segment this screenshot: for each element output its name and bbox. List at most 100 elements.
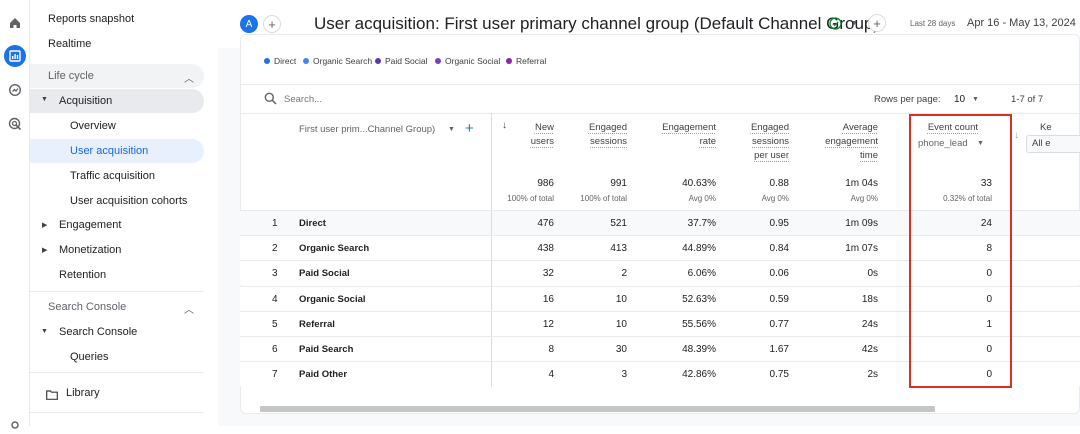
sidebar-item-realtime[interactable]: Realtime [48,38,92,50]
explore-icon[interactable] [4,79,26,101]
sidebar-item-library[interactable]: Library [66,387,100,399]
col-event-count[interactable]: Event count [927,122,978,133]
table-cell: 0.59 [769,293,789,305]
pagination-label: 1-7 of 7 [1011,94,1044,105]
sidebar-item-user-acquisition[interactable]: User acquisition [70,145,149,157]
total-sessions-per-user-sub: Avg 0% [761,194,789,203]
table-cell: 3 [621,369,627,381]
table-cell: 12 [542,318,554,330]
total-engaged-sessions: 991 [610,178,627,189]
total-new-users-sub: 100% of total [507,194,554,203]
search-console-header[interactable]: Search Console [48,301,127,313]
table-row[interactable]: 3 Paid Social 32 2 6.06% 0.06 0s 0 [240,260,1080,287]
channel-name: Paid Social [299,268,350,280]
table-row[interactable]: 7 Paid Other 4 3 42.86% 0.75 2s 0 [240,361,1080,388]
collapse-search-console-icon[interactable]: ︿ [184,305,194,316]
comparison-avatar[interactable]: A [240,15,258,33]
title-dropdown-icon[interactable]: ▼ [851,20,858,27]
column-separator [491,236,492,262]
collapse-lifecycle-icon[interactable]: ︿ [184,74,194,85]
horizontal-scrollbar[interactable] [260,406,935,412]
key-events-select[interactable]: All e [1026,135,1080,153]
row-index: 6 [272,344,278,355]
legend-item-referral: Referral [506,56,546,66]
col-engaged-sessions-per-user[interactable]: Engaged sessions per user [750,122,789,161]
sidebar-item-retention[interactable]: Retention [59,269,107,281]
column-separator [491,261,492,287]
total-avg-engagement-time-sub: Avg 0% [850,194,878,203]
total-event-count-sub: 0.32% of total [943,194,992,203]
advertising-icon[interactable] [4,113,26,135]
event-filter-dropdown-icon[interactable]: ▼ [977,140,984,147]
search-input[interactable] [284,92,484,106]
check-circle-icon [829,17,842,35]
rows-dropdown-icon[interactable]: ▼ [972,96,979,103]
col-engagement-rate[interactable]: Engagement rate [662,122,716,147]
customize-report-button[interactable]: + [868,14,886,32]
sidebar-item-acquisition[interactable]: Acquisition [59,95,113,107]
icon-rail [0,0,30,429]
caret-down-icon[interactable]: ▼ [41,328,48,335]
col-key-events[interactable]: Ke [1040,122,1052,133]
sort-icon[interactable]: ↓ [1014,130,1019,141]
table-cell: 32 [542,268,554,280]
sidebar-item-user-acquisition-cohorts[interactable]: User acquisition cohorts [70,195,188,207]
dimension-selector[interactable]: First user prim...Channel Group) [299,124,436,135]
caret-down-icon[interactable]: ▼ [41,96,48,103]
table-cell: 0 [986,293,992,305]
table-cell: 1m 07s [845,243,878,255]
table-cell: 52.63% [682,293,716,305]
add-comparison-button[interactable]: + [263,15,281,33]
home-icon[interactable] [4,12,26,34]
table-cell: 48.39% [682,344,716,355]
row-index: 4 [272,293,278,305]
table-cell: 0.06 [769,268,789,280]
table-cell: 30 [615,344,627,355]
row-index: 2 [272,243,278,255]
row-index: 1 [272,218,278,229]
date-range-picker[interactable]: Apr 16 - May 13, 2024 [967,17,1076,29]
caret-right-icon[interactable]: ▶ [42,247,48,254]
channel-name: Organic Social [299,293,366,305]
table-row[interactable]: 6 Paid Search 8 30 48.39% 1.67 42s 0 [240,336,1080,362]
rows-per-page-select[interactable]: 10 [954,94,966,105]
sidebar-item-search-console[interactable]: Search Console [59,326,138,338]
event-name-filter[interactable]: phone_lead [918,138,968,149]
sort-desc-icon[interactable]: ↓ [502,120,507,131]
divider [30,412,204,413]
legend-label: Organic Social [445,56,501,66]
column-separator [491,211,492,236]
col-engaged-sessions[interactable]: Engaged sessions [588,122,627,147]
sidebar-item-queries[interactable]: Queries [70,351,109,363]
sidebar-item-reports-snapshot[interactable]: Reports snapshot [48,13,135,25]
lifecycle-header[interactable]: Life cycle [48,70,94,82]
total-engagement-rate: 40.63% [682,178,716,189]
sidebar-item-monetization[interactable]: Monetization [59,244,122,256]
table-cell: 37.7% [687,218,716,229]
table-row[interactable]: 4 Organic Social 16 10 52.63% 0.59 18s 0 [240,285,1080,312]
col-avg-engagement-time[interactable]: Average engagement time [825,122,878,161]
total-new-users: 986 [537,178,554,189]
table-cell: 8 [986,243,992,255]
reports-icon[interactable] [4,45,26,67]
table-row[interactable]: 1 Direct 476 521 37.7% 0.95 1m 09s 24 [240,210,1080,236]
col-new-users[interactable]: New users [530,122,554,147]
total-avg-engagement-time: 1m 04s [845,178,878,189]
dimension-dropdown-icon[interactable]: ▼ [448,126,455,133]
settings-icon[interactable] [4,412,26,434]
sidebar-item-engagement[interactable]: Engagement [59,219,122,231]
table-cell: 18s [861,293,878,305]
legend-label: Direct [274,56,297,66]
row-index: 3 [272,268,278,280]
add-dimension-button[interactable]: + [465,120,474,137]
legend-label: Referral [516,56,547,66]
legend-item-organic-search: Organic Search [303,56,372,66]
table-cell: 24s [861,318,878,330]
table-row[interactable]: 5 Referral 12 10 55.56% 0.77 24s 1 [240,310,1080,337]
sidebar-item-traffic-acquisition[interactable]: Traffic acquisition [70,170,155,182]
caret-right-icon[interactable]: ▶ [42,222,48,229]
table-cell: 4 [548,369,554,381]
sidebar-item-overview[interactable]: Overview [70,120,116,132]
table-row[interactable]: 2 Organic Search 438 413 44.89% 0.84 1m 07s 8 [240,235,1080,262]
legend-dot [435,58,441,64]
